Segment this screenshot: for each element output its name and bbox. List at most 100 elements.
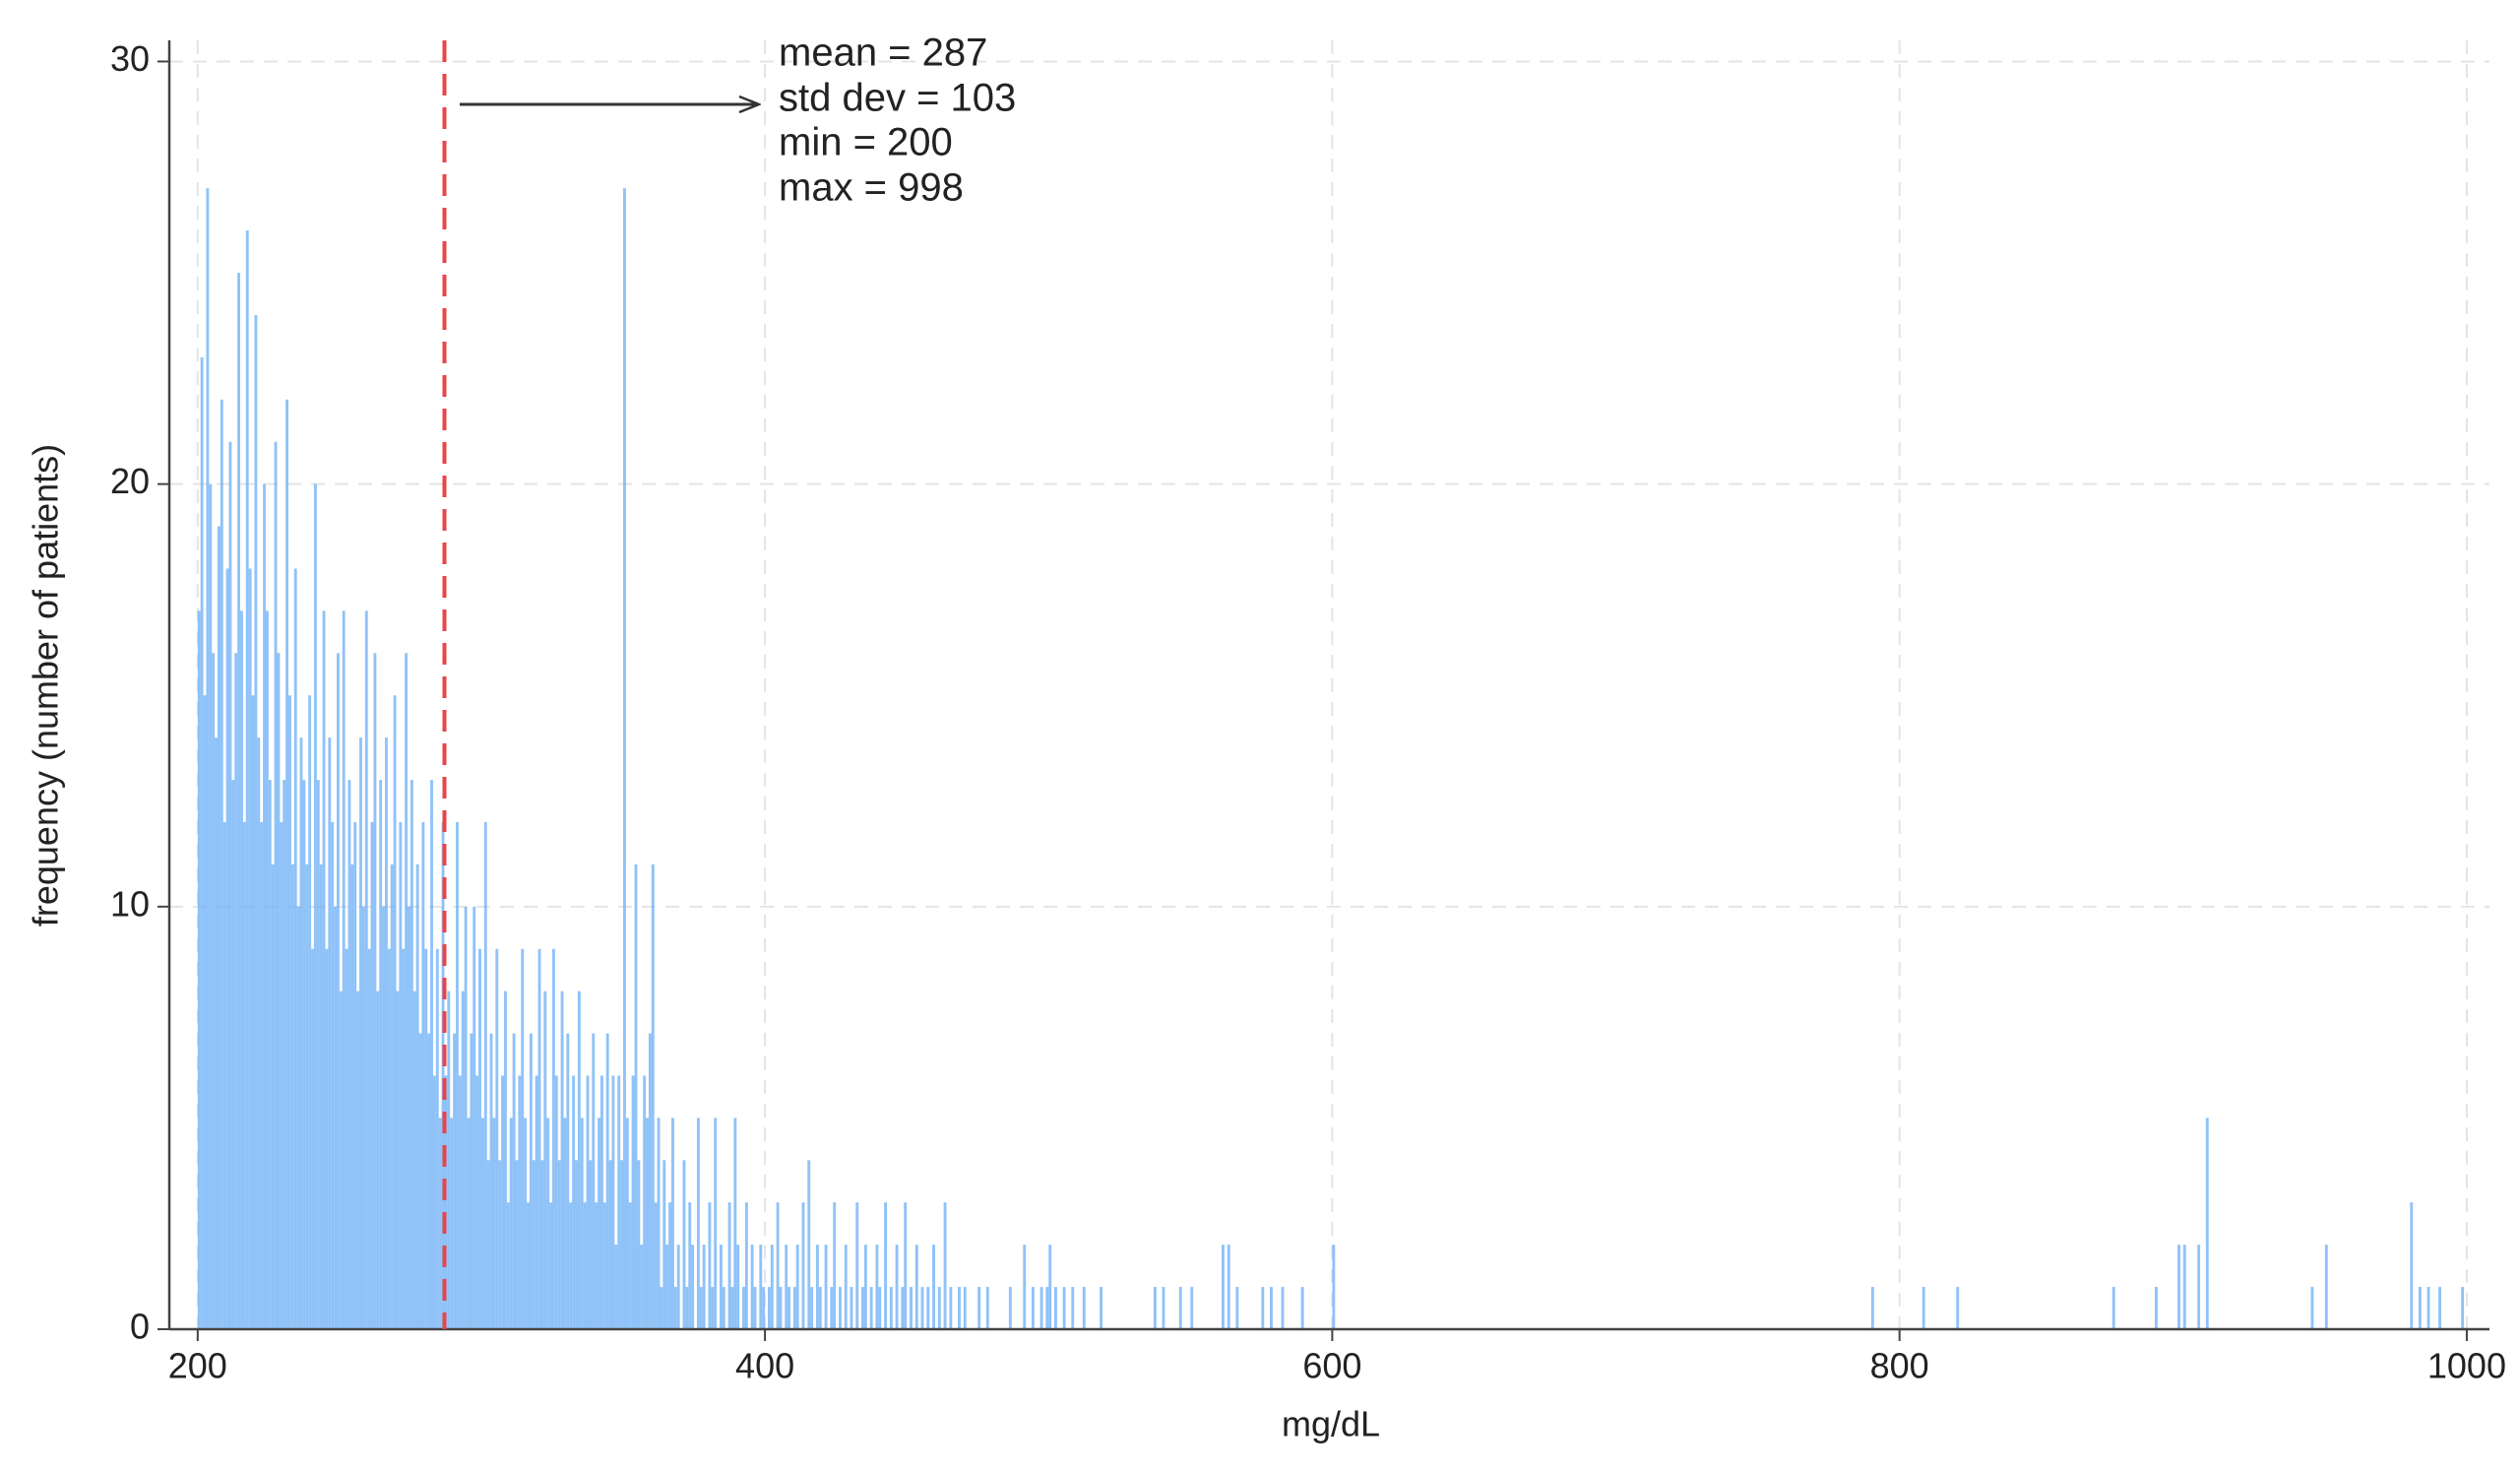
bar [583,1202,587,1329]
bar [572,1075,576,1329]
bar [265,610,269,1329]
bar [390,863,394,1329]
bar [640,1245,644,1329]
bar [719,1245,723,1329]
bar [402,948,406,1329]
bar [546,1118,550,1329]
bar [599,1075,603,1329]
bar [316,780,320,1329]
bar [432,1075,436,1329]
bar [405,653,409,1329]
bar [2154,1287,2158,1329]
bar [345,948,348,1329]
bar [518,1075,522,1329]
bar [370,821,374,1329]
bar [543,991,547,1329]
bar [302,780,306,1329]
bar [248,568,252,1329]
bar [257,737,261,1329]
bar [339,991,343,1329]
bar [2111,1287,2115,1329]
bar [830,1287,834,1329]
bar [222,821,226,1329]
bar [767,1287,771,1329]
axes: 0 10 20 30 200 400 600 800 1000 [110,38,2506,1386]
bar [714,1118,718,1329]
bar [319,863,323,1329]
bar [1956,1287,1960,1329]
bar [985,1287,989,1329]
bar [1227,1245,1230,1329]
bar [373,653,377,1329]
bar [2197,1245,2201,1329]
bar [464,906,468,1329]
bar [742,1287,745,1329]
bar [393,695,397,1329]
bar [311,948,314,1329]
bar [943,1202,947,1329]
bar [350,863,354,1329]
bar [305,863,309,1329]
bar [203,695,207,1329]
bar [815,1245,819,1329]
bar [1332,1245,1336,1329]
x-tick-label: 800 [1870,1346,1929,1386]
bar [387,948,391,1329]
bar [963,1287,967,1329]
bar [910,1287,913,1329]
bar [577,991,581,1329]
bar [450,1118,454,1329]
bar [1261,1287,1265,1329]
bar [337,653,340,1329]
bar [660,1287,663,1329]
bar [453,1033,457,1329]
bar [2410,1202,2414,1329]
bar [334,906,338,1329]
bar [736,1245,740,1329]
bar [524,1118,528,1329]
bar [617,1075,621,1329]
bar [197,610,201,1329]
bar [654,1202,658,1329]
bar [637,1160,641,1329]
bar [492,1118,496,1329]
bar [634,863,638,1329]
bar [228,441,232,1329]
bar [662,1160,666,1329]
bar [937,1287,941,1329]
bar [824,1245,828,1329]
bar [1045,1287,1049,1329]
bar [527,1202,530,1329]
bar [1023,1245,1027,1329]
bar [557,1160,561,1329]
bar [855,1202,859,1329]
bar [563,1118,567,1329]
bar [2205,1118,2209,1329]
bar [242,821,246,1329]
bar [412,991,416,1329]
bar [504,991,507,1329]
bar [483,821,487,1329]
bar [598,1118,600,1329]
bar [643,1075,647,1329]
bar [251,695,255,1329]
bar [475,1075,479,1329]
bar [308,695,312,1329]
bar [331,821,335,1329]
bar [727,1202,731,1329]
bar [1190,1287,1194,1329]
bar [470,1033,473,1329]
bar [691,1245,695,1329]
bar [480,1118,484,1329]
bar [296,906,300,1329]
bar [277,653,281,1329]
bar [628,1202,632,1329]
bar [424,948,428,1329]
y-axis-title: frequency (number of patients) [26,444,66,927]
bar [586,1075,590,1329]
bar [472,906,476,1329]
bar [498,1160,502,1329]
bar [280,821,284,1329]
bar [521,948,525,1329]
bar [785,1245,788,1329]
